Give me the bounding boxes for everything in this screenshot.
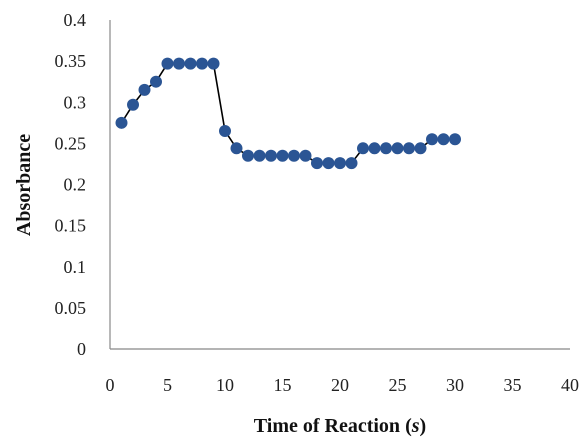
data-point — [391, 142, 404, 155]
x-axis-title: Time of Reaction (s) — [254, 415, 426, 437]
y-tick-label: 0.35 — [55, 51, 87, 71]
data-point — [345, 157, 358, 170]
y-tick-label: 0.1 — [64, 257, 87, 277]
y-axis-title: Absorbance — [13, 134, 35, 236]
y-tick-label: 0.2 — [64, 175, 87, 195]
x-tick-label: 20 — [331, 375, 349, 395]
y-tick-labels: 0 0.05 0.1 0.15 0.2 0.25 0.3 0.35 0.4 — [55, 10, 87, 359]
data-point — [115, 116, 128, 129]
series-markers — [115, 57, 461, 170]
data-point — [127, 98, 139, 111]
data-point — [184, 57, 197, 70]
data-point — [368, 142, 381, 155]
x-tick-label: 5 — [163, 375, 172, 395]
data-point — [403, 142, 415, 155]
y-tick-label: 0 — [77, 339, 86, 359]
data-point — [173, 57, 185, 70]
y-tick-label: 0.25 — [55, 133, 87, 153]
data-point — [207, 57, 220, 70]
x-tick-label: 25 — [389, 375, 407, 395]
data-point — [334, 157, 346, 170]
data-point — [138, 83, 151, 96]
data-point — [265, 149, 277, 162]
y-tick-label: 0.15 — [55, 216, 87, 236]
data-point — [219, 125, 231, 138]
x-tick-labels: 0 5 10 15 20 25 30 35 40 — [106, 375, 580, 395]
data-point — [311, 157, 323, 170]
y-tick-label: 0.3 — [64, 92, 87, 112]
data-point — [380, 142, 392, 155]
data-point — [426, 133, 438, 146]
x-tick-label: 0 — [106, 375, 115, 395]
data-point — [161, 57, 174, 70]
data-point — [253, 149, 266, 162]
data-point — [437, 133, 450, 146]
data-point — [276, 149, 289, 162]
y-tick-label: 0.05 — [55, 298, 87, 318]
data-point — [449, 133, 461, 146]
x-tick-label: 40 — [561, 375, 579, 395]
data-point — [414, 142, 427, 155]
data-point — [150, 75, 162, 88]
data-point — [242, 149, 254, 162]
data-point — [230, 142, 243, 155]
data-point — [322, 157, 335, 170]
data-point — [299, 149, 312, 162]
y-tick-label: 0.4 — [64, 10, 87, 30]
data-point — [357, 142, 369, 155]
data-point — [196, 57, 208, 70]
x-tick-label: 15 — [274, 375, 292, 395]
x-tick-label: 30 — [446, 375, 464, 395]
data-point — [288, 149, 300, 162]
x-tick-label: 10 — [216, 375, 234, 395]
x-tick-label: 35 — [504, 375, 522, 395]
